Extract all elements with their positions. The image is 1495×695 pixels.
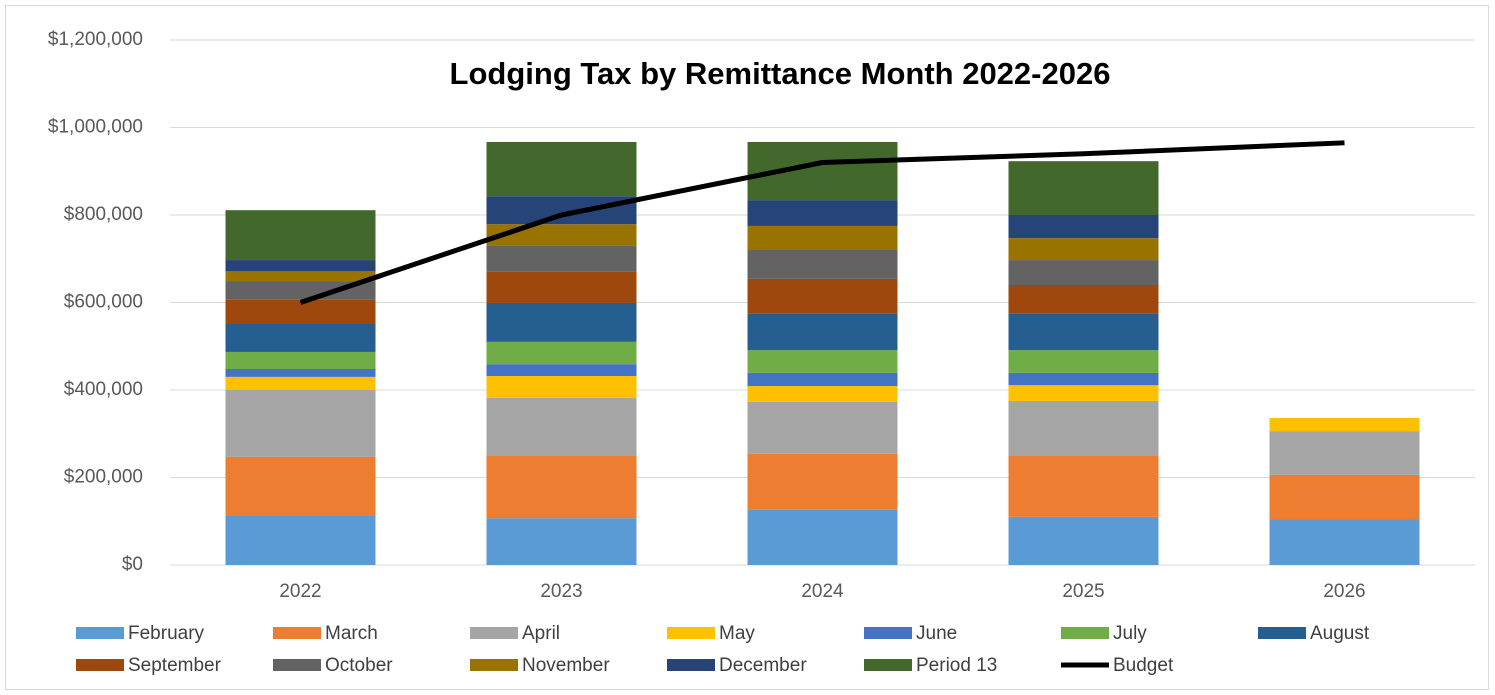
bar-segment [486,376,637,398]
bar-segment [486,271,637,303]
legend-swatch [667,627,715,639]
bar-segment [747,509,898,565]
x-tick-label: 2025 [1062,581,1104,602]
bar-segment [1008,516,1159,565]
legend-swatch [470,659,518,671]
bar-segment [1008,260,1159,285]
bar-segment [225,390,376,457]
budget-line [299,140,1345,305]
bar-segment [747,453,898,510]
legend-swatch [273,627,321,639]
bar-segment [1008,372,1159,386]
bar-segment [747,200,898,226]
legend-label: February [128,623,205,644]
bar-segment [225,376,376,390]
bar-segment [1008,455,1159,517]
legend-swatch [1061,627,1109,639]
bar-segment [225,260,376,271]
legend-label: August [1310,623,1370,644]
bar-segment [225,516,376,565]
bar-segment [1269,418,1420,432]
bar-segment [225,369,376,377]
bar-segment [225,456,376,516]
legend-swatch [273,659,321,671]
bar-segment [1269,474,1420,520]
legend-label: July [1113,623,1147,644]
bar-segment [747,225,898,250]
bar-segment [747,250,898,279]
bar-segment [1008,215,1159,239]
x-tick-label: 2026 [1323,581,1365,602]
x-tick-label: 2022 [279,581,321,602]
legend-swatch [76,627,124,639]
bar-segment [747,350,898,373]
bar-segment [486,364,637,376]
bar-segment [225,281,376,300]
bar-segment [225,271,376,282]
bar-segment [1269,431,1420,475]
legend-swatch [470,627,518,639]
bar-segment [747,401,898,454]
bar-segment [225,323,376,352]
y-tick-label: $1,200,000 [48,29,143,50]
legend-label: September [128,655,222,676]
bar-segment [225,210,376,261]
legend-swatch [667,659,715,671]
bar-segment [486,245,637,272]
bar-segment [1269,519,1420,565]
legend-label: Period 13 [916,655,997,676]
bar-segment [1008,285,1159,314]
y-tick-label: $600,000 [64,292,143,313]
legend-label: April [522,623,560,644]
bar-segment [747,278,898,314]
bar-segment [747,372,898,387]
bar-segment [486,518,637,565]
y-tick-label: $1,000,000 [48,117,143,138]
bar-segment [486,341,637,365]
bar-segment [486,397,637,456]
legend-swatch [864,627,912,639]
legend-label: June [916,623,957,644]
legend-label: May [719,623,755,644]
bar-segment [1008,238,1159,261]
legend-label: March [325,623,378,644]
y-tick-label: $800,000 [64,204,143,225]
y-tick-label: $0 [122,554,143,575]
chart-title: Lodging Tax by Remittance Month 2022-202… [450,56,1111,91]
bar-segment [747,313,898,351]
legend-label: October [325,655,393,676]
bar-segment [486,141,637,197]
y-tick-label: $200,000 [64,467,143,488]
bar-segment [1008,385,1159,401]
bar-segment [486,196,637,225]
bar-segment [1008,350,1159,373]
bar-segment [225,299,376,324]
legend-label: Budget [1113,655,1174,676]
bar-segment [225,351,376,369]
x-tick-label: 2023 [540,581,582,602]
legend-swatch [1258,627,1306,639]
legend-swatch [76,659,124,671]
bar-segment [1008,161,1159,215]
bar-segment [486,302,637,342]
legend-label: December [719,655,807,676]
bar-segment [1008,400,1159,456]
legend-swatch [864,659,912,671]
x-tick-label: 2024 [801,581,844,602]
bar-segment [486,455,637,519]
bar-segment [1008,313,1159,351]
y-tick-label: $400,000 [64,379,143,400]
bar-segment [747,386,898,402]
legend-label: November [522,655,610,676]
